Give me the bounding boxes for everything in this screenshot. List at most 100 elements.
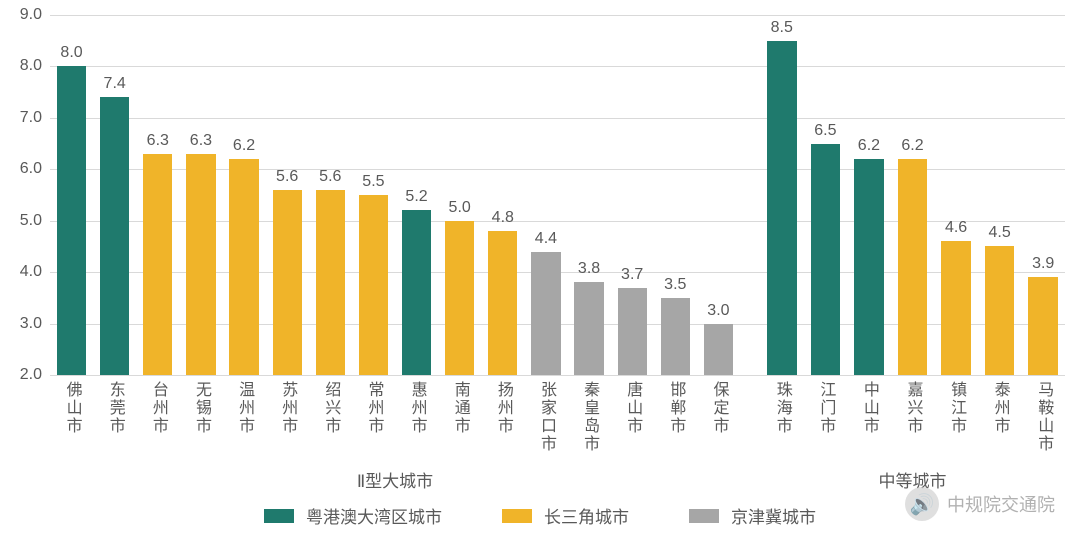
bar-value-label: 3.0	[707, 302, 729, 320]
bar-city-label: 江门市	[813, 381, 837, 435]
bar-city-label: 中山市	[857, 381, 881, 435]
bar: 3.9	[1028, 277, 1058, 375]
y-tick-label: 5.0	[0, 212, 42, 230]
bar-city-label: 邯郸市	[663, 381, 687, 435]
bar-city-label: 绍兴市	[318, 381, 342, 435]
watermark-text: 中规院交通院	[947, 491, 1055, 517]
bar-city-label: 扬州市	[491, 381, 515, 435]
bar: 3.0	[704, 324, 733, 375]
bar-slot: 4.4张家口市	[524, 15, 567, 375]
bar: 6.2	[229, 159, 258, 375]
bars-area: 8.0佛山市7.4东莞市6.3台州市6.3无锡市6.2温州市5.6苏州市5.6绍…	[50, 15, 1065, 375]
bar-value-label: 5.2	[405, 188, 427, 206]
bar-city-label: 东莞市	[103, 381, 127, 435]
bar: 4.6	[941, 241, 971, 375]
bar: 6.2	[898, 159, 928, 375]
bar-value-label: 4.5	[989, 224, 1011, 242]
bar-value-label: 6.5	[814, 122, 836, 140]
y-tick-label: 4.0	[0, 263, 42, 281]
bar-city-label: 唐山市	[620, 381, 644, 435]
bar-slot: 8.5珠海市	[760, 15, 804, 375]
y-tick-label: 7.0	[0, 109, 42, 127]
bar-slot: 5.5常州市	[352, 15, 395, 375]
chart-container: 2.03.04.05.06.07.08.09.0 8.0佛山市7.4东莞市6.3…	[0, 0, 1080, 536]
bar-value-label: 6.3	[190, 132, 212, 150]
bar-value-label: 4.6	[945, 219, 967, 237]
bar-value-label: 3.9	[1032, 255, 1054, 273]
bar-slot: 6.2温州市	[223, 15, 266, 375]
bar-slot: 3.8秦皇岛市	[568, 15, 611, 375]
legend-label: 粤港澳大湾区城市	[306, 503, 442, 528]
legend-swatch	[689, 509, 719, 523]
bar: 5.2	[402, 210, 431, 375]
bar-slot: 5.6苏州市	[266, 15, 309, 375]
bar-slot: 6.2中山市	[847, 15, 891, 375]
bar: 8.5	[767, 41, 797, 375]
bar-slot: 4.8扬州市	[481, 15, 524, 375]
bar-city-label: 马鞍山市	[1031, 381, 1055, 453]
y-tick-label: 8.0	[0, 57, 42, 75]
bar-value-label: 8.5	[771, 19, 793, 37]
bar-value-label: 4.8	[492, 209, 514, 227]
bar-slot: 3.9马鞍山市	[1021, 15, 1065, 375]
bar-city-label: 温州市	[232, 381, 256, 435]
bar-value-label: 5.6	[319, 168, 341, 186]
legend-item: 粤港澳大湾区城市	[264, 503, 442, 528]
bar: 5.5	[359, 195, 388, 375]
bar-value-label: 3.5	[664, 276, 686, 294]
bar: 4.4	[531, 252, 560, 375]
bar-city-label: 张家口市	[534, 381, 558, 453]
bar-city-label: 常州市	[361, 381, 385, 435]
wechat-icon: 🔊	[905, 487, 939, 521]
bar-slot: 6.3台州市	[136, 15, 179, 375]
bar-city-label: 秦皇岛市	[577, 381, 601, 453]
y-tick-label: 9.0	[0, 6, 42, 24]
y-tick-label: 2.0	[0, 366, 42, 384]
bar-value-label: 5.6	[276, 168, 298, 186]
bar: 7.4	[100, 97, 129, 375]
bar-slot: 6.3无锡市	[179, 15, 222, 375]
bar: 3.8	[574, 282, 603, 375]
bar: 5.6	[316, 190, 345, 375]
bar-slot: 5.2惠州市	[395, 15, 438, 375]
bar-slot: 3.7唐山市	[611, 15, 654, 375]
bar: 8.0	[57, 66, 86, 375]
bar-slot: 5.0南通市	[438, 15, 481, 375]
bar-city-label: 苏州市	[275, 381, 299, 435]
legend-item: 长三角城市	[502, 503, 629, 528]
bar-slot: 7.4东莞市	[93, 15, 136, 375]
bar: 3.5	[661, 298, 690, 375]
legend-item: 京津冀城市	[689, 503, 816, 528]
bar-slot: 8.0佛山市	[50, 15, 93, 375]
bar: 6.3	[143, 154, 172, 375]
bar-value-label: 7.4	[104, 75, 126, 93]
bar-city-label: 佛山市	[60, 381, 84, 435]
bar-value-label: 6.2	[901, 137, 923, 155]
bar-slot: 6.5江门市	[804, 15, 848, 375]
bar-value-label: 5.5	[362, 173, 384, 191]
group-label: Ⅱ型大城市	[50, 467, 740, 492]
bar: 5.0	[445, 221, 474, 375]
bar-city-label: 镇江市	[944, 381, 968, 435]
bar-slot: 3.5邯郸市	[654, 15, 697, 375]
legend-label: 长三角城市	[544, 503, 629, 528]
bar: 5.6	[273, 190, 302, 375]
bar-value-label: 6.3	[147, 132, 169, 150]
bar: 6.2	[854, 159, 884, 375]
bar-slot: 4.5泰州市	[978, 15, 1022, 375]
bar-city-label: 珠海市	[770, 381, 794, 435]
bar-city-label: 南通市	[448, 381, 472, 435]
bar-slot: 6.2嘉兴市	[891, 15, 935, 375]
bar-value-label: 3.8	[578, 260, 600, 278]
bar-group-large-cities: 8.0佛山市7.4东莞市6.3台州市6.3无锡市6.2温州市5.6苏州市5.6绍…	[50, 15, 740, 375]
bar: 6.3	[186, 154, 215, 375]
bar-city-label: 台州市	[146, 381, 170, 435]
bar-value-label: 5.0	[449, 199, 471, 217]
bar-value-label: 8.0	[60, 44, 82, 62]
bar-value-label: 6.2	[233, 137, 255, 155]
watermark: 🔊 中规院交通院	[905, 487, 1055, 521]
bar-city-label: 嘉兴市	[900, 381, 924, 435]
bar-value-label: 3.7	[621, 266, 643, 284]
bar-city-label: 无锡市	[189, 381, 213, 435]
legend-swatch	[264, 509, 294, 523]
